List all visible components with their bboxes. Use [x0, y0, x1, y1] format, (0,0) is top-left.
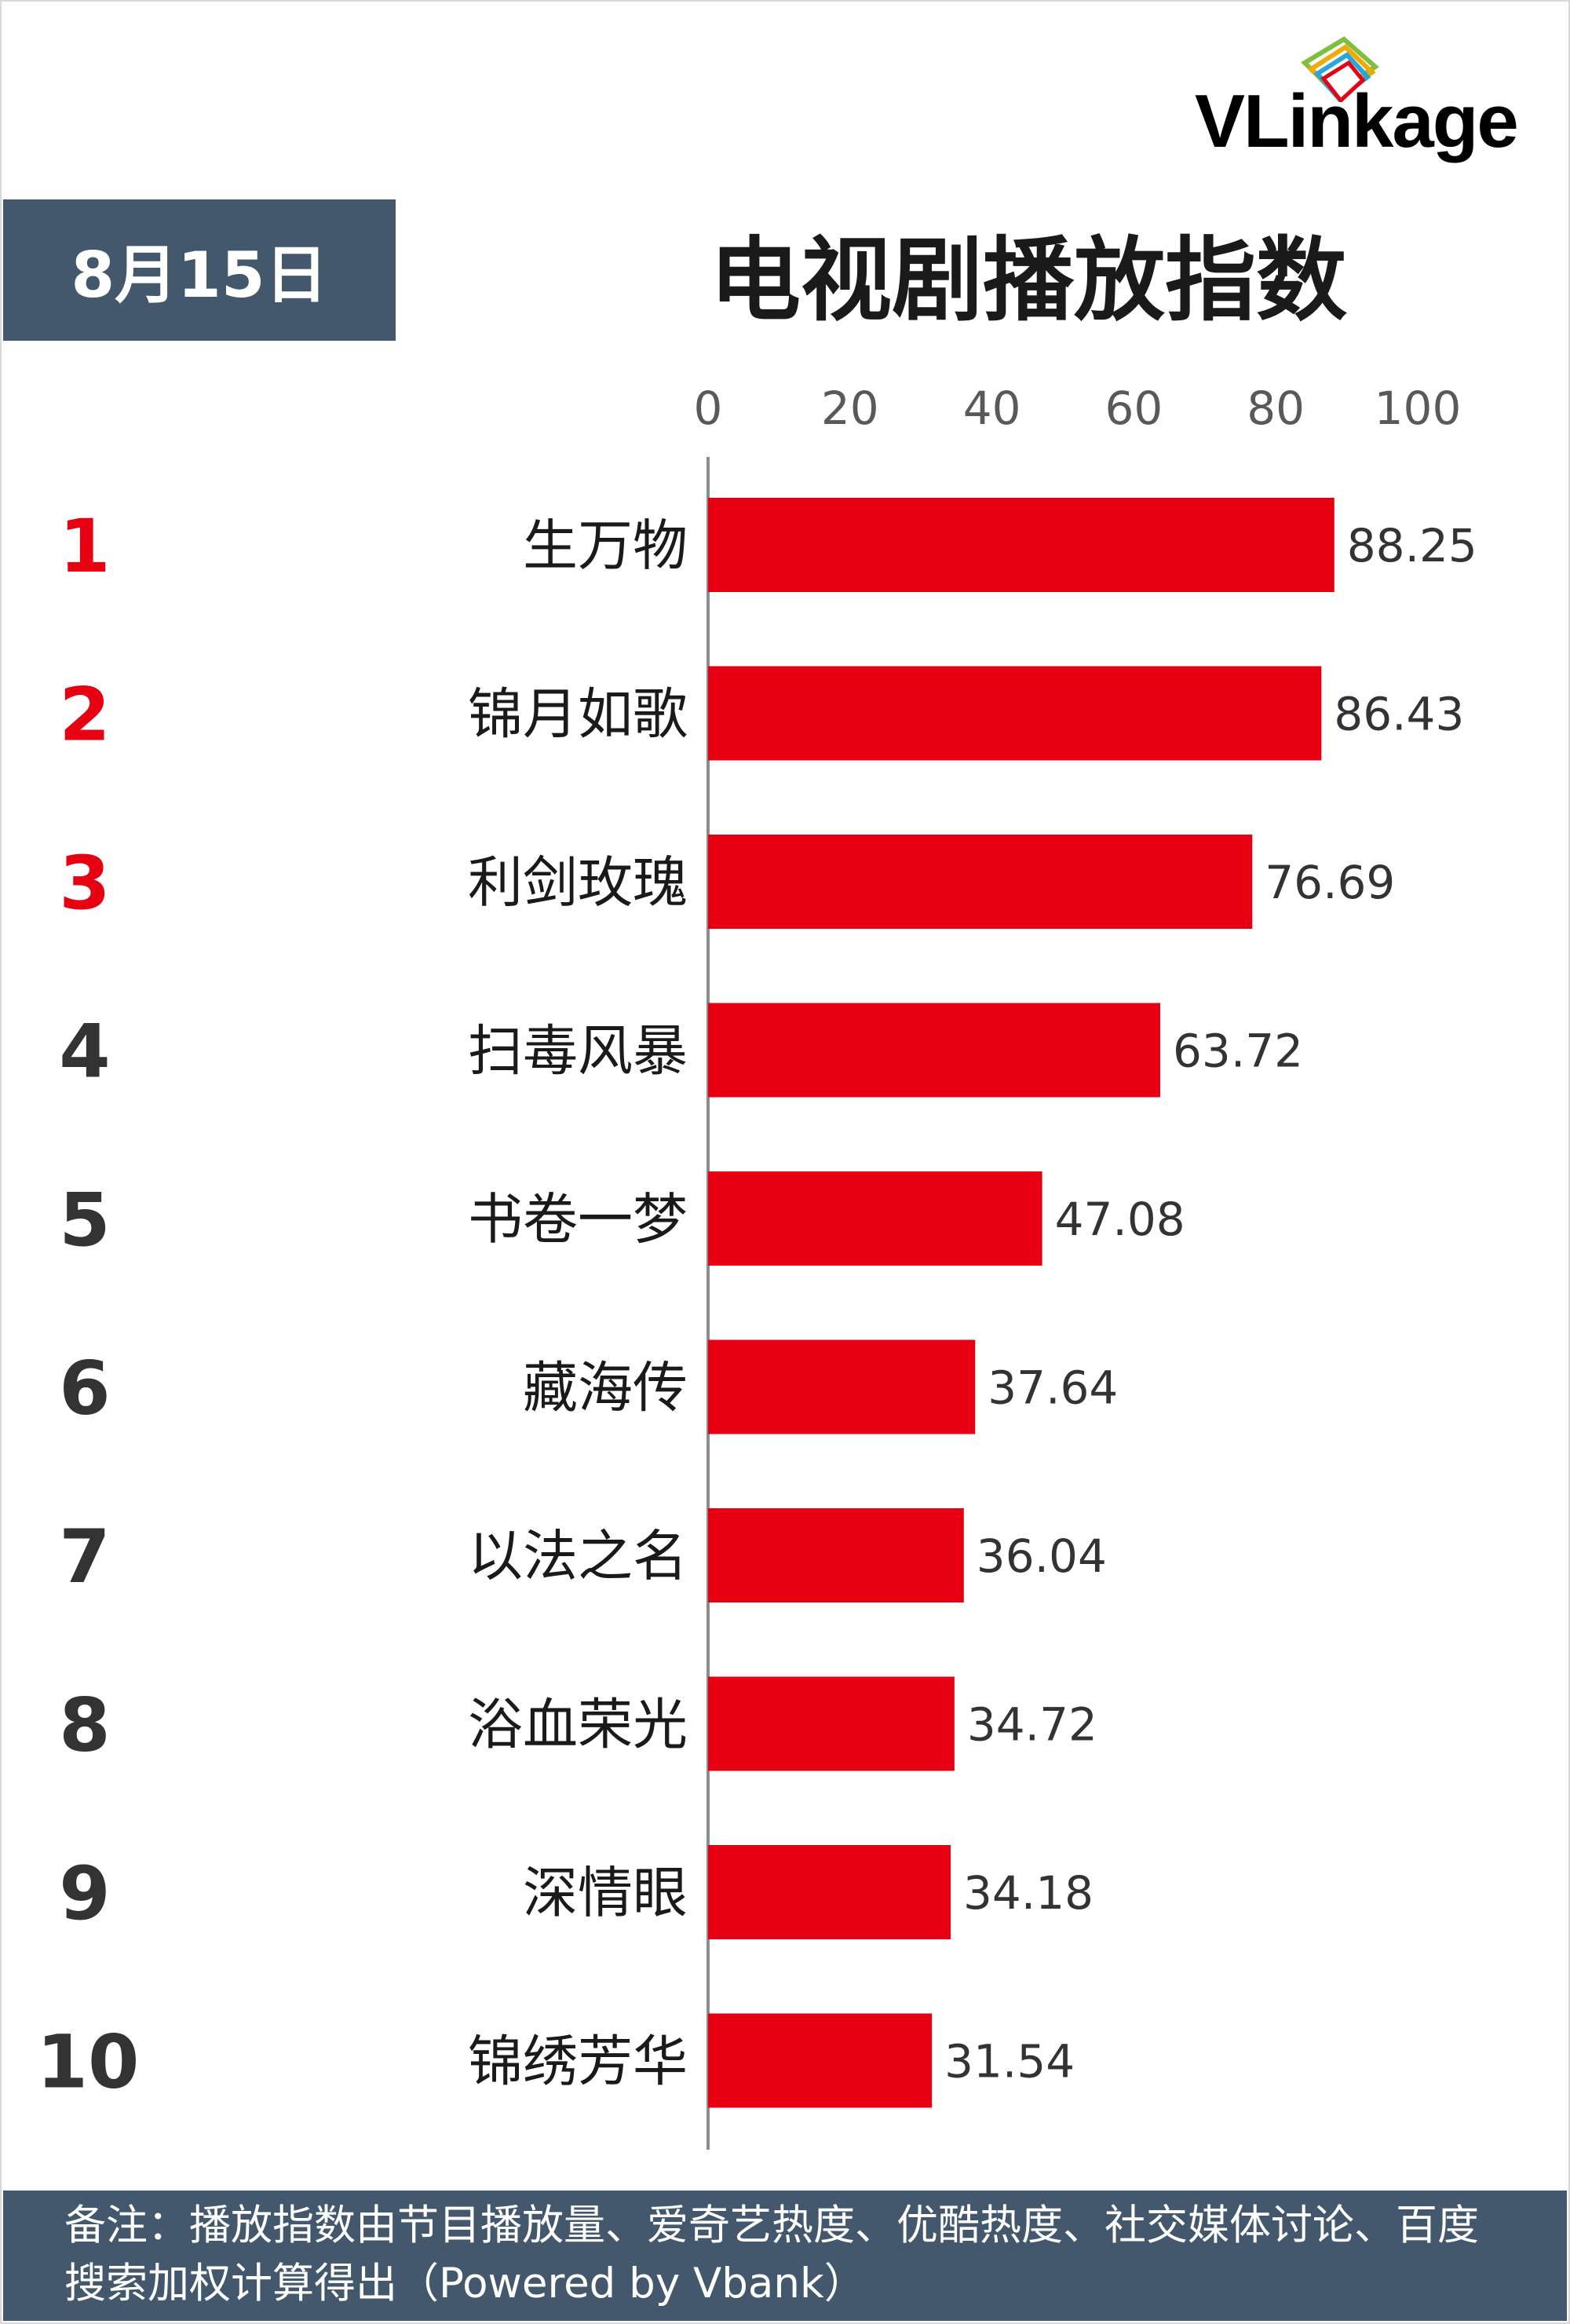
x-tick-label: 40 [963, 382, 1021, 435]
logo-mark-icon [1301, 36, 1379, 102]
bar [708, 498, 1334, 592]
category-label: 浴血荣光 [468, 1693, 688, 1757]
x-tick-label: 80 [1247, 382, 1305, 435]
rank-label: 9 [59, 1851, 110, 1937]
rank-label: 5 [59, 1178, 110, 1263]
bar [708, 1676, 955, 1771]
category-label: 扫毒风暴 [468, 1019, 688, 1083]
bar [708, 1339, 976, 1434]
value-label: 31.54 [944, 2035, 1075, 2088]
rank-label: 3 [59, 841, 110, 926]
category-label: 锦月如歌 [468, 682, 688, 747]
bar [708, 1508, 964, 1602]
footer-note: 备注：播放指数由节目播放量、爱奇艺热度、优酷热度、社交媒体讨论、百度搜索加权计算… [3, 2191, 1567, 2321]
date-badge: 8月15日 [3, 199, 396, 341]
x-tick-label: 0 [694, 382, 723, 435]
bar [708, 2013, 933, 2108]
rank-label: 4 [59, 1010, 110, 1095]
x-tick-label: 100 [1375, 382, 1462, 435]
vlinkage-logo: VLinkage [1179, 24, 1548, 181]
bar [708, 1003, 1161, 1098]
value-label: 88.25 [1347, 519, 1477, 572]
category-label: 藏海传 [523, 1356, 688, 1420]
value-label: 34.18 [963, 1866, 1094, 1920]
value-label: 63.72 [1173, 1025, 1303, 1078]
x-tick-label: 60 [1104, 382, 1163, 435]
bar [708, 666, 1322, 761]
logo-text: VLinkage [1195, 79, 1519, 163]
value-label: 34.72 [967, 1698, 1097, 1752]
value-label: 47.08 [1055, 1193, 1185, 1246]
rank-label: 7 [59, 1515, 110, 1600]
category-label: 书卷一梦 [468, 1187, 688, 1252]
rank-label: 6 [59, 1347, 110, 1432]
category-label: 利剑玫瑰 [468, 850, 688, 915]
value-label: 76.69 [1265, 856, 1395, 909]
rank-label: 10 [37, 2020, 140, 2106]
rank-label: 1 [59, 504, 110, 590]
chart-title: 电视剧播放指数 [710, 228, 1347, 334]
bar [708, 1171, 1042, 1266]
bar [708, 1845, 951, 1939]
x-tick-label: 20 [821, 382, 879, 435]
category-label: 锦绣芳华 [468, 2030, 688, 2094]
rank-label: 2 [59, 673, 110, 758]
value-label: 36.04 [977, 1529, 1107, 1583]
bar-chart: 0 20 40 60 80 100 1 生万物 88.25 2 锦月如歌 86.43 3 利剑玫瑰 76.6… [37, 382, 1477, 2150]
category-label: 以法之名 [468, 1524, 688, 1588]
category-label: 深情眼 [523, 1861, 688, 1925]
value-label: 86.43 [1334, 688, 1464, 741]
value-label: 37.64 [988, 1361, 1118, 1415]
category-label: 生万物 [523, 513, 688, 578]
rank-label: 8 [59, 1683, 110, 1769]
bar [708, 835, 1253, 929]
